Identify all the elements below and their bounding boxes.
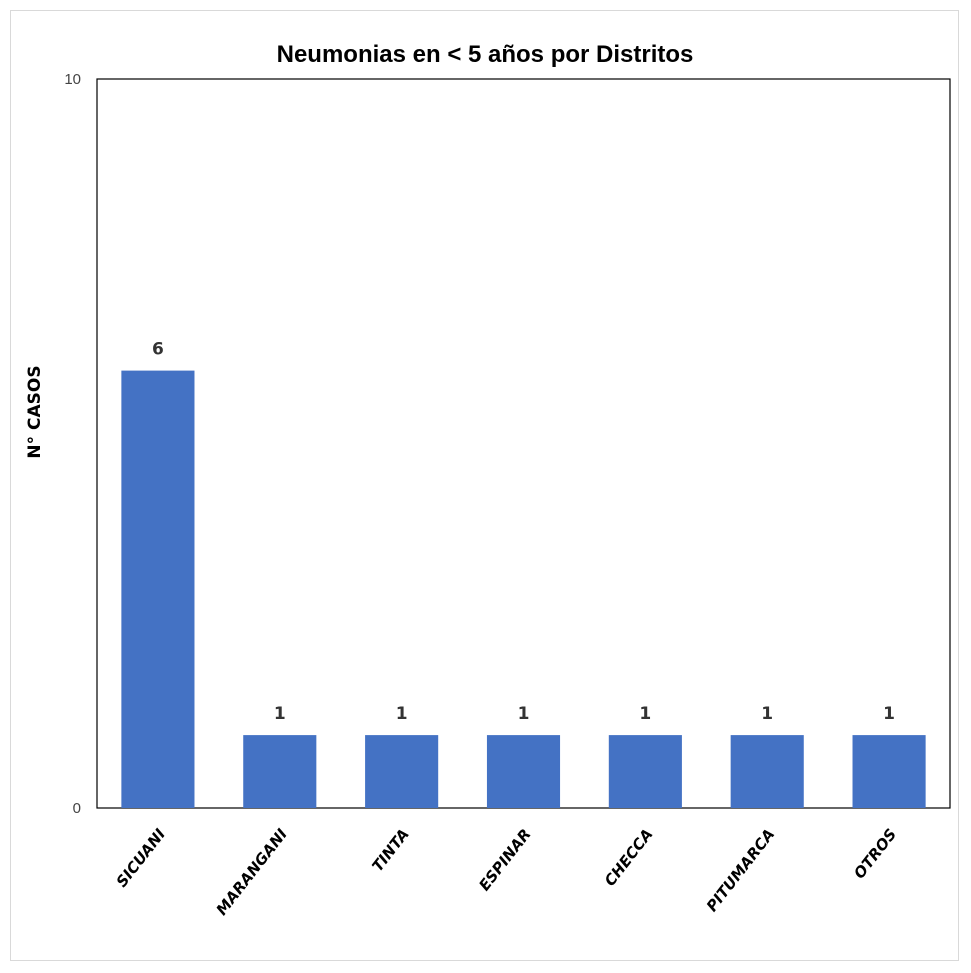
data-label: 6 (152, 340, 164, 360)
y-tick-label: 0 (73, 800, 81, 817)
data-label: 1 (518, 704, 530, 724)
x-tick-label: SICUANI (113, 825, 170, 891)
x-tick-label: CHECCA (601, 825, 657, 889)
data-label: 1 (639, 704, 651, 724)
plot-border (96, 78, 951, 809)
data-label: 1 (761, 704, 773, 724)
chart-title: Neumonias en < 5 años por Distritos (277, 41, 694, 68)
bar (365, 735, 439, 808)
y-tick-label: 10 (64, 71, 81, 88)
y-axis-label: N° CASOS (25, 365, 45, 458)
bar (608, 735, 682, 808)
bar (243, 735, 317, 808)
data-label: 1 (396, 704, 408, 724)
x-tick-label: OTROS (850, 825, 900, 882)
data-label: 1 (274, 704, 286, 724)
bar (486, 735, 561, 808)
plot-area: 0 10 6 SICUANI 1 MARANGANI 1 TINTA 1 ESPINAR 1 CHEC… (64, 71, 951, 919)
x-tick-label: MARANGANI (213, 825, 292, 919)
data-label: 1 (883, 704, 895, 724)
x-tick-label: PITUMARCA (703, 825, 779, 915)
x-tick-label: ESPINAR (475, 825, 534, 894)
x-tick-label: TINTA (368, 825, 412, 875)
bar (730, 735, 804, 808)
bar (121, 370, 195, 808)
bar (852, 735, 926, 808)
